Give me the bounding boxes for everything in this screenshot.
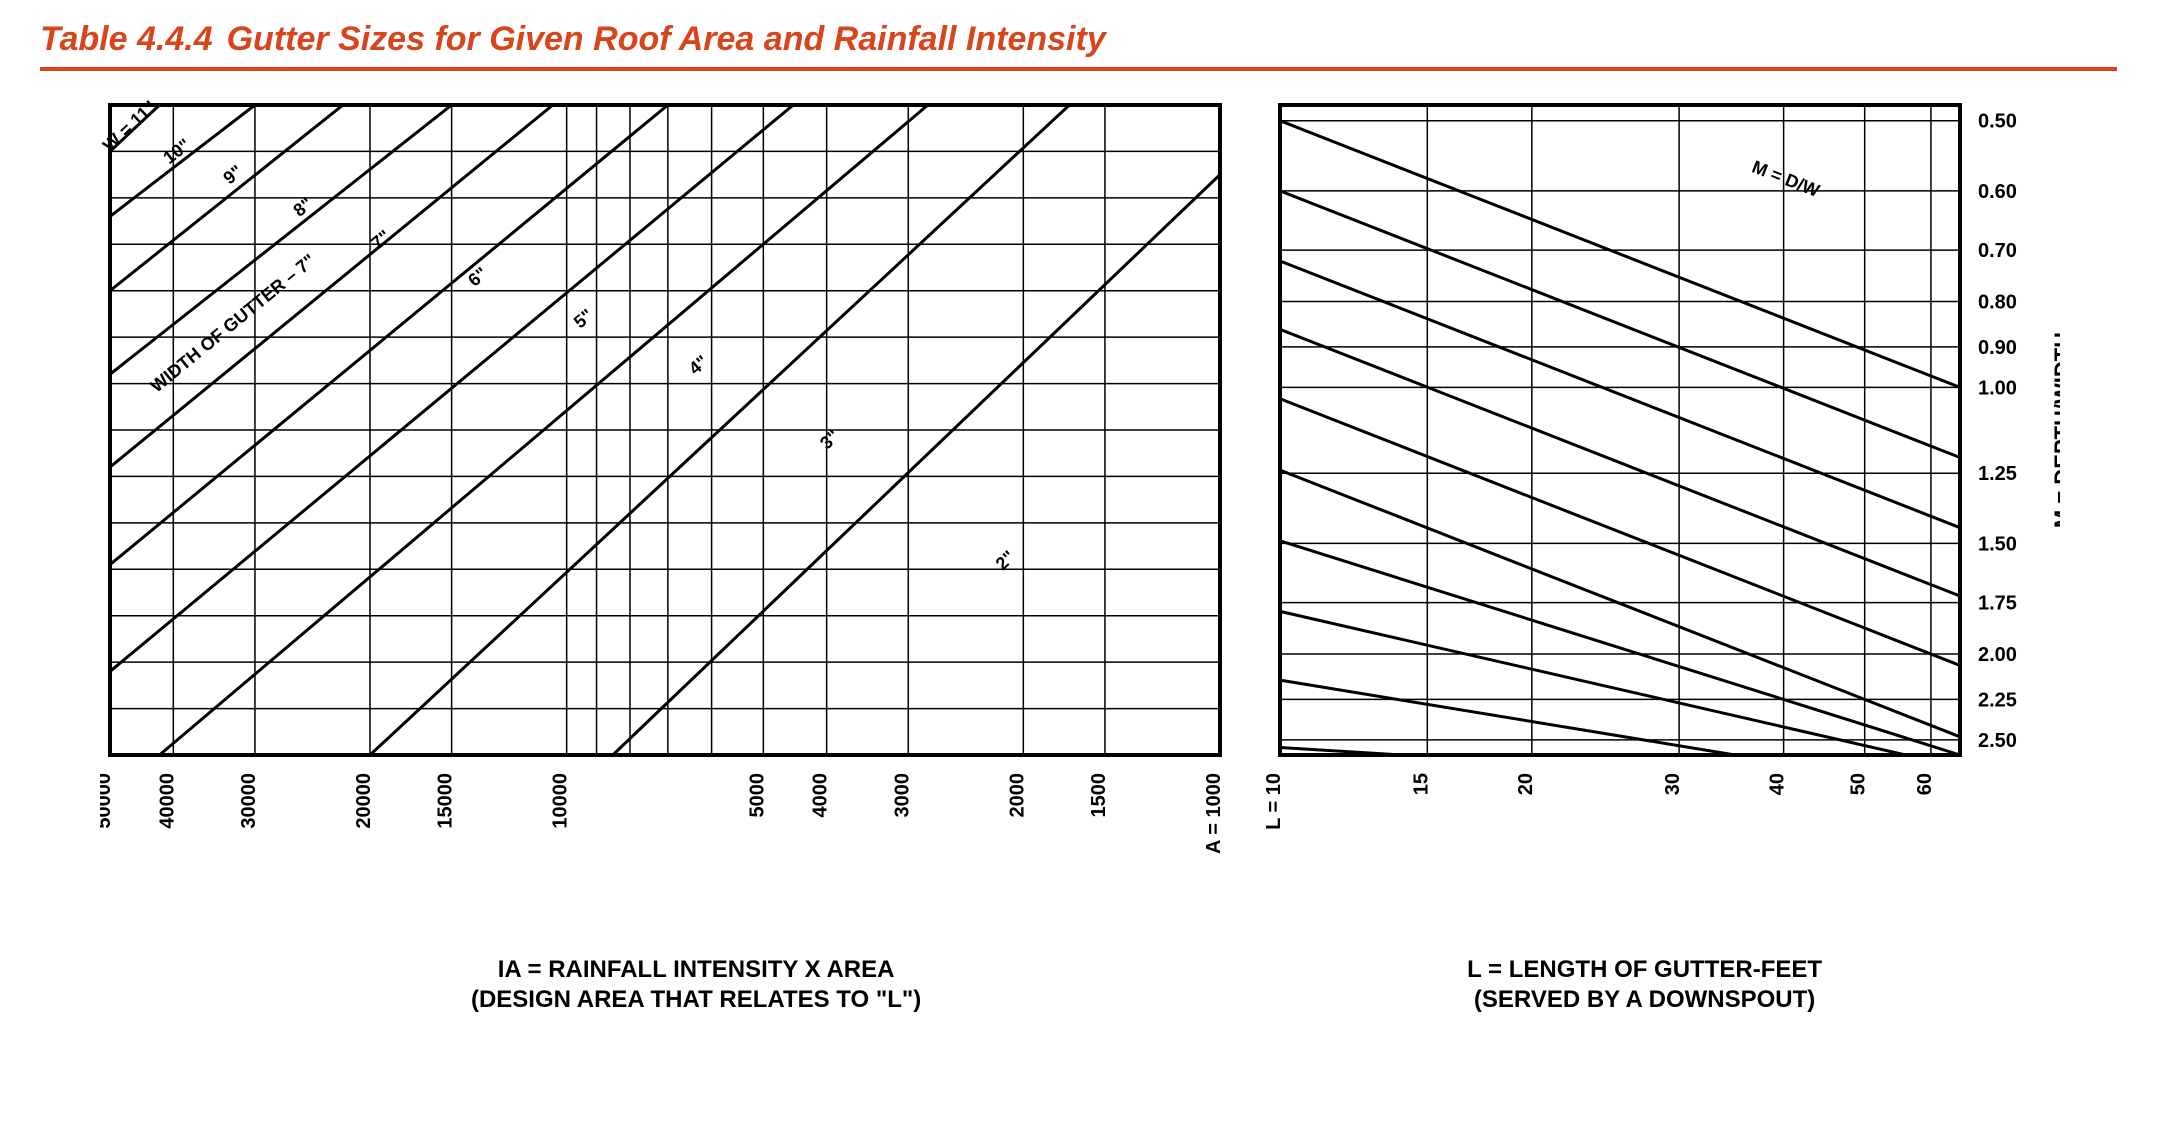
axis-captions: IA = RAINFALL INTENSITY X AREA (DESIGN A… bbox=[40, 955, 2117, 1015]
svg-text:50: 50 bbox=[1848, 773, 1870, 795]
chart-svg: 50000 40000 30000 20000 15000 10000 5000 4000 30… bbox=[100, 95, 2060, 855]
svg-text:3000: 3000 bbox=[891, 773, 913, 818]
right-x-caption-top: L = LENGTH OF GUTTER-FEET bbox=[1232, 955, 2057, 985]
svg-text:0.80: 0.80 bbox=[1978, 292, 2017, 314]
svg-text:IA = 1000: IA = 1000 bbox=[1203, 773, 1225, 855]
svg-text:20: 20 bbox=[1515, 773, 1537, 795]
svg-text:1500: 1500 bbox=[1088, 773, 1110, 818]
svg-text:30: 30 bbox=[1662, 773, 1684, 795]
svg-text:2.50: 2.50 bbox=[1978, 730, 2017, 752]
svg-text:10": 10" bbox=[159, 135, 194, 168]
title-rule bbox=[40, 67, 2117, 71]
svg-text:40: 40 bbox=[1767, 773, 1789, 795]
svg-text:1.50: 1.50 bbox=[1978, 533, 2017, 555]
svg-text:1.00: 1.00 bbox=[1978, 377, 2017, 399]
nomograph-chart: 50000 40000 30000 20000 15000 10000 5000 4000 30… bbox=[100, 95, 2017, 855]
svg-text:0.70: 0.70 bbox=[1978, 240, 2017, 262]
svg-text:5000: 5000 bbox=[746, 773, 768, 818]
svg-text:4000: 4000 bbox=[810, 773, 832, 818]
svg-text:1.75: 1.75 bbox=[1978, 593, 2017, 615]
right-x-caption: L = LENGTH OF GUTTER-FEET (SERVED BY A D… bbox=[1232, 955, 2057, 1015]
svg-text:15: 15 bbox=[1410, 773, 1432, 795]
svg-text:1.25: 1.25 bbox=[1978, 463, 2017, 485]
svg-text:2.25: 2.25 bbox=[1978, 689, 2017, 711]
svg-text:30000: 30000 bbox=[238, 773, 260, 829]
svg-text:7": 7" bbox=[367, 226, 394, 253]
svg-text:0.90: 0.90 bbox=[1978, 337, 2017, 359]
svg-text:0.50: 0.50 bbox=[1978, 111, 2017, 133]
svg-text:0.60: 0.60 bbox=[1978, 181, 2017, 203]
svg-text:4": 4" bbox=[685, 351, 712, 378]
svg-text:15000: 15000 bbox=[435, 773, 457, 829]
svg-text:5": 5" bbox=[570, 305, 597, 332]
table-title: Gutter Sizes for Given Roof Area and Rai… bbox=[227, 20, 1106, 59]
svg-text:20000: 20000 bbox=[353, 773, 375, 829]
left-x-caption-top: IA = RAINFALL INTENSITY X AREA bbox=[160, 955, 1232, 985]
svg-text:2.00: 2.00 bbox=[1978, 644, 2017, 666]
title-row: Table 4.4.4 Gutter Sizes for Given Roof … bbox=[40, 20, 2117, 59]
left-x-caption-sub: (DESIGN AREA THAT RELATES TO "L") bbox=[160, 985, 1232, 1015]
svg-text:6": 6" bbox=[464, 263, 491, 290]
svg-text:50000: 50000 bbox=[100, 773, 115, 829]
table-number: Table 4.4.4 bbox=[40, 20, 213, 59]
svg-text:40000: 40000 bbox=[156, 773, 178, 829]
page: Table 4.4.4 Gutter Sizes for Given Roof … bbox=[0, 0, 2157, 1137]
svg-text:10000: 10000 bbox=[550, 773, 572, 829]
right-x-caption-sub: (SERVED BY A DOWNSPOUT) bbox=[1232, 985, 2057, 1015]
svg-text:L = 10: L = 10 bbox=[1263, 773, 1285, 830]
svg-text:M = D/W: M = D/W bbox=[1749, 157, 1822, 201]
svg-text:2000: 2000 bbox=[1006, 773, 1028, 818]
svg-text:M = DEPTH/WIDTH: M = DEPTH/WIDTH bbox=[2050, 332, 2060, 528]
svg-text:60: 60 bbox=[1914, 773, 1936, 795]
left-x-caption: IA = RAINFALL INTENSITY X AREA (DESIGN A… bbox=[160, 955, 1232, 1015]
